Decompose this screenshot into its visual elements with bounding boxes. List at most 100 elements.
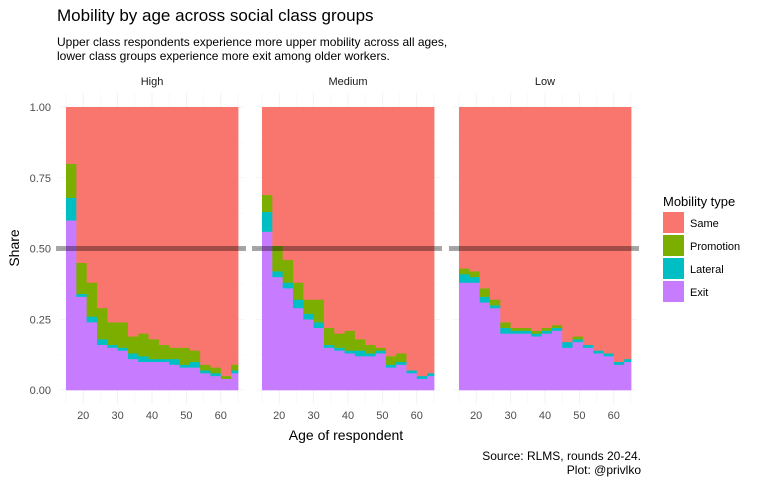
bar-segment-same: [86, 107, 98, 283]
bar-segment-same: [323, 107, 335, 329]
bar-segment-same: [375, 107, 387, 348]
x-tick-label: 50: [180, 410, 192, 422]
bar-segment-promotion: [262, 194, 273, 213]
bar-segment-promotion: [169, 347, 180, 360]
bar-segment-exit: [272, 276, 284, 391]
bar-segment-same: [262, 107, 273, 196]
bar-segment-exit: [385, 367, 397, 391]
bar-segment-promotion: [76, 262, 88, 295]
bar-segment-exit: [520, 333, 532, 391]
bar-segment-promotion: [220, 375, 232, 379]
bar-segment-lateral: [127, 353, 139, 360]
bar-segment-same: [158, 107, 170, 346]
bar-segment-same: [551, 107, 563, 326]
bar-segment-promotion: [231, 364, 239, 371]
bar-segment-lateral: [469, 276, 481, 283]
bar-segment-lateral: [96, 339, 108, 346]
bar-segment-exit: [323, 347, 335, 391]
bar-segment-promotion: [313, 299, 325, 323]
legend-swatch: [663, 235, 684, 256]
bar-segment-exit: [66, 220, 77, 391]
bar-segment-exit: [603, 356, 615, 391]
caption-line: Plot: @privlko: [566, 463, 641, 477]
y-tick-label: 0.75: [30, 173, 51, 185]
bar-segment-same: [416, 107, 428, 377]
bar-segment-same: [613, 107, 625, 362]
bar-segment-promotion: [551, 324, 563, 329]
facets-layer: High 20 30 40 50 60 Medium 20 30 40 50 60 Low 20 30 40 5…: [30, 76, 639, 422]
bar-segment-lateral: [510, 330, 522, 334]
bar-segment-exit: [416, 378, 428, 391]
bar-segment-same: [117, 107, 129, 323]
bar-segment-exit: [375, 353, 387, 391]
bar-segment-exit: [354, 356, 366, 391]
bar-segment-promotion: [303, 299, 314, 314]
bar-segment-lateral: [313, 322, 325, 329]
bar-segment-exit: [406, 373, 418, 391]
bar-segment-promotion: [323, 327, 335, 346]
bar-segment-lateral: [396, 361, 407, 365]
bar-segment-exit: [489, 307, 501, 391]
bar-segment-lateral: [406, 370, 418, 374]
bar-segment-lateral: [603, 353, 615, 357]
bar-segment-exit: [127, 358, 139, 391]
bar-segment-exit: [169, 364, 180, 391]
y-tick-label: 0.00: [30, 385, 51, 397]
bar-segment-promotion: [541, 327, 553, 331]
bar-segment-promotion: [334, 333, 345, 348]
bar-segment-same: [624, 107, 632, 360]
bar-segment-exit: [510, 333, 522, 391]
bar-segment-lateral: [459, 273, 470, 283]
bar-segment-exit: [582, 347, 594, 391]
bar-segment-lateral: [292, 299, 304, 309]
bar-segment-promotion: [292, 282, 304, 300]
bar-segment-same: [520, 107, 532, 329]
bar-segment-same: [303, 107, 314, 300]
bar-segment-same: [220, 107, 232, 377]
x-tick-label: 30: [307, 410, 319, 422]
bar-segment-exit: [469, 282, 481, 391]
y-tick-label: 0.25: [30, 314, 51, 326]
bar-segment-same: [459, 107, 470, 269]
bar-segment-promotion: [86, 282, 98, 317]
bar-segment-same: [334, 107, 345, 334]
bar-segment-lateral: [179, 364, 191, 368]
bar-segment-lateral: [76, 293, 88, 297]
bar-segment-exit: [459, 282, 470, 391]
bar-segment-promotion: [158, 344, 170, 360]
x-tick-label: 50: [376, 410, 388, 422]
bar-segment-lateral: [189, 361, 201, 368]
bar-segment-same: [344, 107, 356, 331]
bar-segment-exit: [158, 361, 170, 391]
facet-strip-label: Low: [535, 76, 555, 88]
bar-segment-lateral: [117, 347, 129, 351]
bar-segment-same: [510, 107, 522, 329]
bar-segment-exit: [148, 361, 160, 391]
bar-segment-exit: [593, 353, 604, 391]
bar-segment-promotion: [531, 330, 542, 334]
bar-segment-same: [354, 107, 366, 340]
bar-segment-exit: [500, 333, 511, 391]
x-tick-label: 50: [573, 410, 585, 422]
bar-segment-exit: [541, 333, 553, 391]
bar-segment-same: [365, 107, 376, 346]
bar-segment-lateral: [66, 197, 77, 221]
chart-subtitle-line: Upper class respondents experience more …: [57, 35, 448, 49]
bar-segment-promotion: [96, 307, 108, 340]
bar-segment-promotion: [510, 327, 522, 331]
facet-panel: Medium 20 30 40 50 60: [252, 76, 442, 422]
legend-entry-label: Promotion: [690, 241, 740, 253]
bar-segment-exit: [86, 322, 98, 391]
bar-segment-promotion: [148, 339, 160, 360]
x-tick-label: 60: [608, 410, 620, 422]
bar-segment-exit: [76, 296, 88, 391]
x-tick-label: 40: [146, 410, 158, 422]
bar-segment-same: [282, 107, 294, 261]
bar-segment-promotion: [365, 344, 376, 354]
bar-segment-exit: [282, 288, 294, 391]
chart-subtitle-line: lower class groups experience more exit …: [57, 49, 390, 63]
bar-segment-same: [107, 107, 118, 323]
bar-segment-exit: [117, 350, 129, 391]
bar-segment-same: [582, 107, 594, 346]
bar-segment-same: [572, 107, 584, 337]
